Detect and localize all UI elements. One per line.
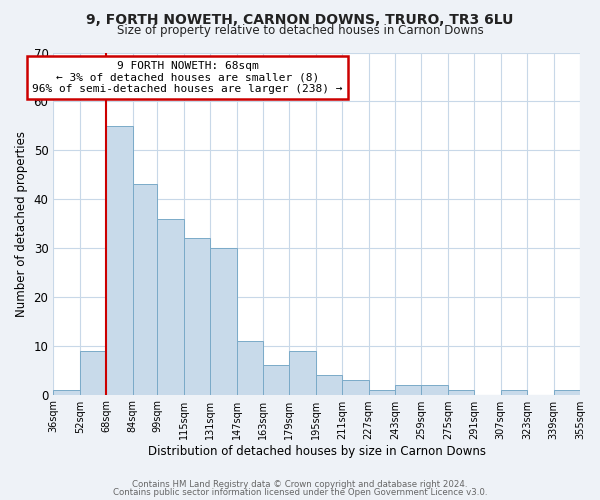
Bar xyxy=(210,248,236,394)
Bar xyxy=(342,380,368,394)
Text: 9 FORTH NOWETH: 68sqm
← 3% of detached houses are smaller (8)
96% of semi-detach: 9 FORTH NOWETH: 68sqm ← 3% of detached h… xyxy=(32,61,343,94)
Bar xyxy=(395,385,421,394)
X-axis label: Distribution of detached houses by size in Carnon Downs: Distribution of detached houses by size … xyxy=(148,444,485,458)
Bar xyxy=(421,385,448,394)
Bar xyxy=(554,390,580,394)
Bar xyxy=(289,350,316,395)
Bar xyxy=(80,350,106,395)
Bar xyxy=(448,390,475,394)
Text: Size of property relative to detached houses in Carnon Downs: Size of property relative to detached ho… xyxy=(116,24,484,37)
Bar xyxy=(316,375,342,394)
Bar xyxy=(53,390,80,394)
Bar xyxy=(106,126,133,394)
Bar xyxy=(368,390,395,394)
Text: Contains HM Land Registry data © Crown copyright and database right 2024.: Contains HM Land Registry data © Crown c… xyxy=(132,480,468,489)
Bar xyxy=(157,218,184,394)
Bar xyxy=(501,390,527,394)
Y-axis label: Number of detached properties: Number of detached properties xyxy=(15,130,28,316)
Bar xyxy=(263,366,289,394)
Bar xyxy=(184,238,210,394)
Bar xyxy=(133,184,157,394)
Text: Contains public sector information licensed under the Open Government Licence v3: Contains public sector information licen… xyxy=(113,488,487,497)
Bar xyxy=(236,341,263,394)
Text: 9, FORTH NOWETH, CARNON DOWNS, TRURO, TR3 6LU: 9, FORTH NOWETH, CARNON DOWNS, TRURO, TR… xyxy=(86,12,514,26)
